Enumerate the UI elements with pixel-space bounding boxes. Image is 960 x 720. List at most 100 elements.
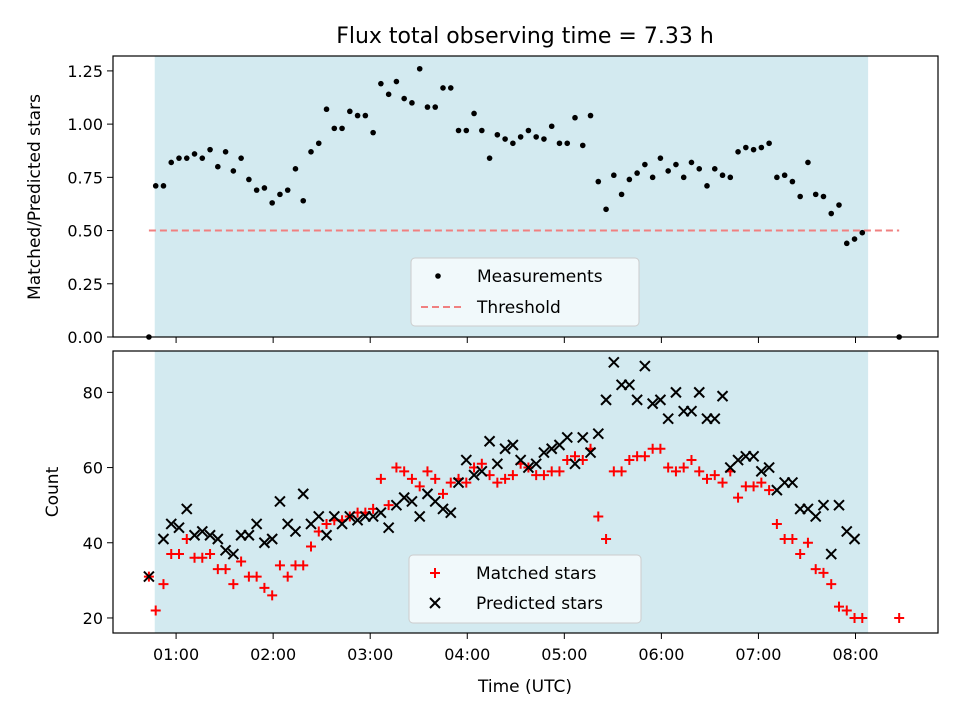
measurement-point [657,155,664,161]
predicted-star-point [157,533,170,545]
predicted-star-point [250,518,263,530]
bottom-legend: Matched stars Predicted stars [408,554,642,624]
matched-star-point [601,534,612,544]
predicted-star-point [266,533,278,545]
top-panel: 0.00 0.25 0.50 0.75 1.00 1.25 Matched/Predict… [25,55,939,347]
measurement-point [828,210,835,217]
predicted-star-point [204,529,216,541]
matched-star-point [220,564,231,575]
measurement-point [665,168,671,174]
predicted-star-point [413,510,426,523]
matched-star-point [274,560,285,571]
predicted-star-point [747,450,760,462]
predicted-star-point [227,548,240,560]
matched-star-point [702,473,712,484]
matched-star-point [507,470,518,481]
matched-star-point [570,451,580,462]
predicted-star-point [499,443,511,455]
matched-star-point [259,582,270,593]
predicted-star-point [608,356,620,368]
predicted-star-point [545,443,558,455]
matched-star-point [445,477,456,488]
x-axis-label: Time (UTC) [477,677,572,697]
predicted-star-point [398,491,410,504]
top-x-ticks [175,337,856,343]
measurement-point [688,159,695,166]
measurement-point [246,176,252,183]
matched-star-point [639,451,650,462]
measurement-point [323,106,330,113]
measurement-point [277,191,283,198]
top-y-axis-label: Matched/Predicted stars [25,94,45,300]
predicted-star-point [212,533,224,545]
measurement-point [315,140,322,147]
matched-star-point [834,601,844,612]
predicted-star-point [460,454,473,466]
matched-star-point [375,473,386,484]
predicted-star-point [755,465,768,478]
matched-star-point [678,462,689,473]
measurement-point [199,155,206,161]
measurement-point [222,148,229,155]
predicted-star-point [196,525,209,538]
measurement-point [541,136,547,142]
y-tick-label: 1.00 [67,115,103,134]
measurement-point [308,148,314,155]
matched-star-point [593,511,604,522]
measurement-point [626,176,633,183]
measurement-point [579,142,586,149]
measurement-point [152,183,159,189]
measurement-point [642,161,648,168]
measurement-points [146,65,902,340]
bottom-axes-frame [112,350,939,634]
measurement-point [339,125,345,132]
predicted-star-point [258,537,271,549]
measurement-point [385,91,392,98]
x-tick-label: 07:00 [735,645,781,664]
predicted-legend-label: Predicted stars [476,594,603,614]
predicted-star-point [522,461,535,474]
measurement-point [595,178,602,185]
measurement-point [463,127,470,134]
measurement-point [479,127,485,134]
matched-star-point [554,466,565,477]
measurement-point [704,183,710,189]
measurement-point [533,134,539,140]
x-tick-label: 05:00 [541,645,587,664]
matched-star-point [306,541,316,552]
measurement-point [812,191,819,198]
matched-star-point [663,462,674,473]
predicted-star-point [445,506,457,519]
measurement-point [603,206,609,213]
predicted-star-point [732,454,744,466]
bottom-y-axis-label: Count [43,466,63,517]
bottom-y-ticks: 20 40 60 80 [83,383,113,628]
predicted-star-point [623,379,636,391]
measurement-point [843,240,850,247]
measurement-point [797,193,803,200]
matched-star-point [787,534,798,544]
bottom-x-ticks: 01:00 02:00 03:00 04:00 05:00 06:00 07:00 08:00 [153,633,879,664]
predicted-star-point [639,360,651,372]
measurement-point [510,140,516,147]
measurement-point [727,174,734,181]
predicted-star-point [809,510,822,523]
measurement-point [611,172,617,179]
predicted-star-point [165,518,177,530]
predicted-star-point [786,476,799,489]
predicted-star-point [592,428,605,440]
y-tick-label: 1.25 [67,62,103,81]
measurement-point [618,191,625,198]
predicted-star-point [367,510,379,523]
measurement-point [789,178,796,185]
measurement-point [719,172,726,179]
predicted-star-point [468,469,480,481]
matched-star-point [795,549,806,560]
predicted-star-point [577,431,589,444]
matched-star-point [686,455,697,466]
matched-legend-marker [430,568,440,578]
matched-star-point [857,612,868,623]
measurement-point [455,127,462,134]
measurements-legend-marker [435,273,441,279]
y-tick-label: 0.00 [67,328,103,347]
